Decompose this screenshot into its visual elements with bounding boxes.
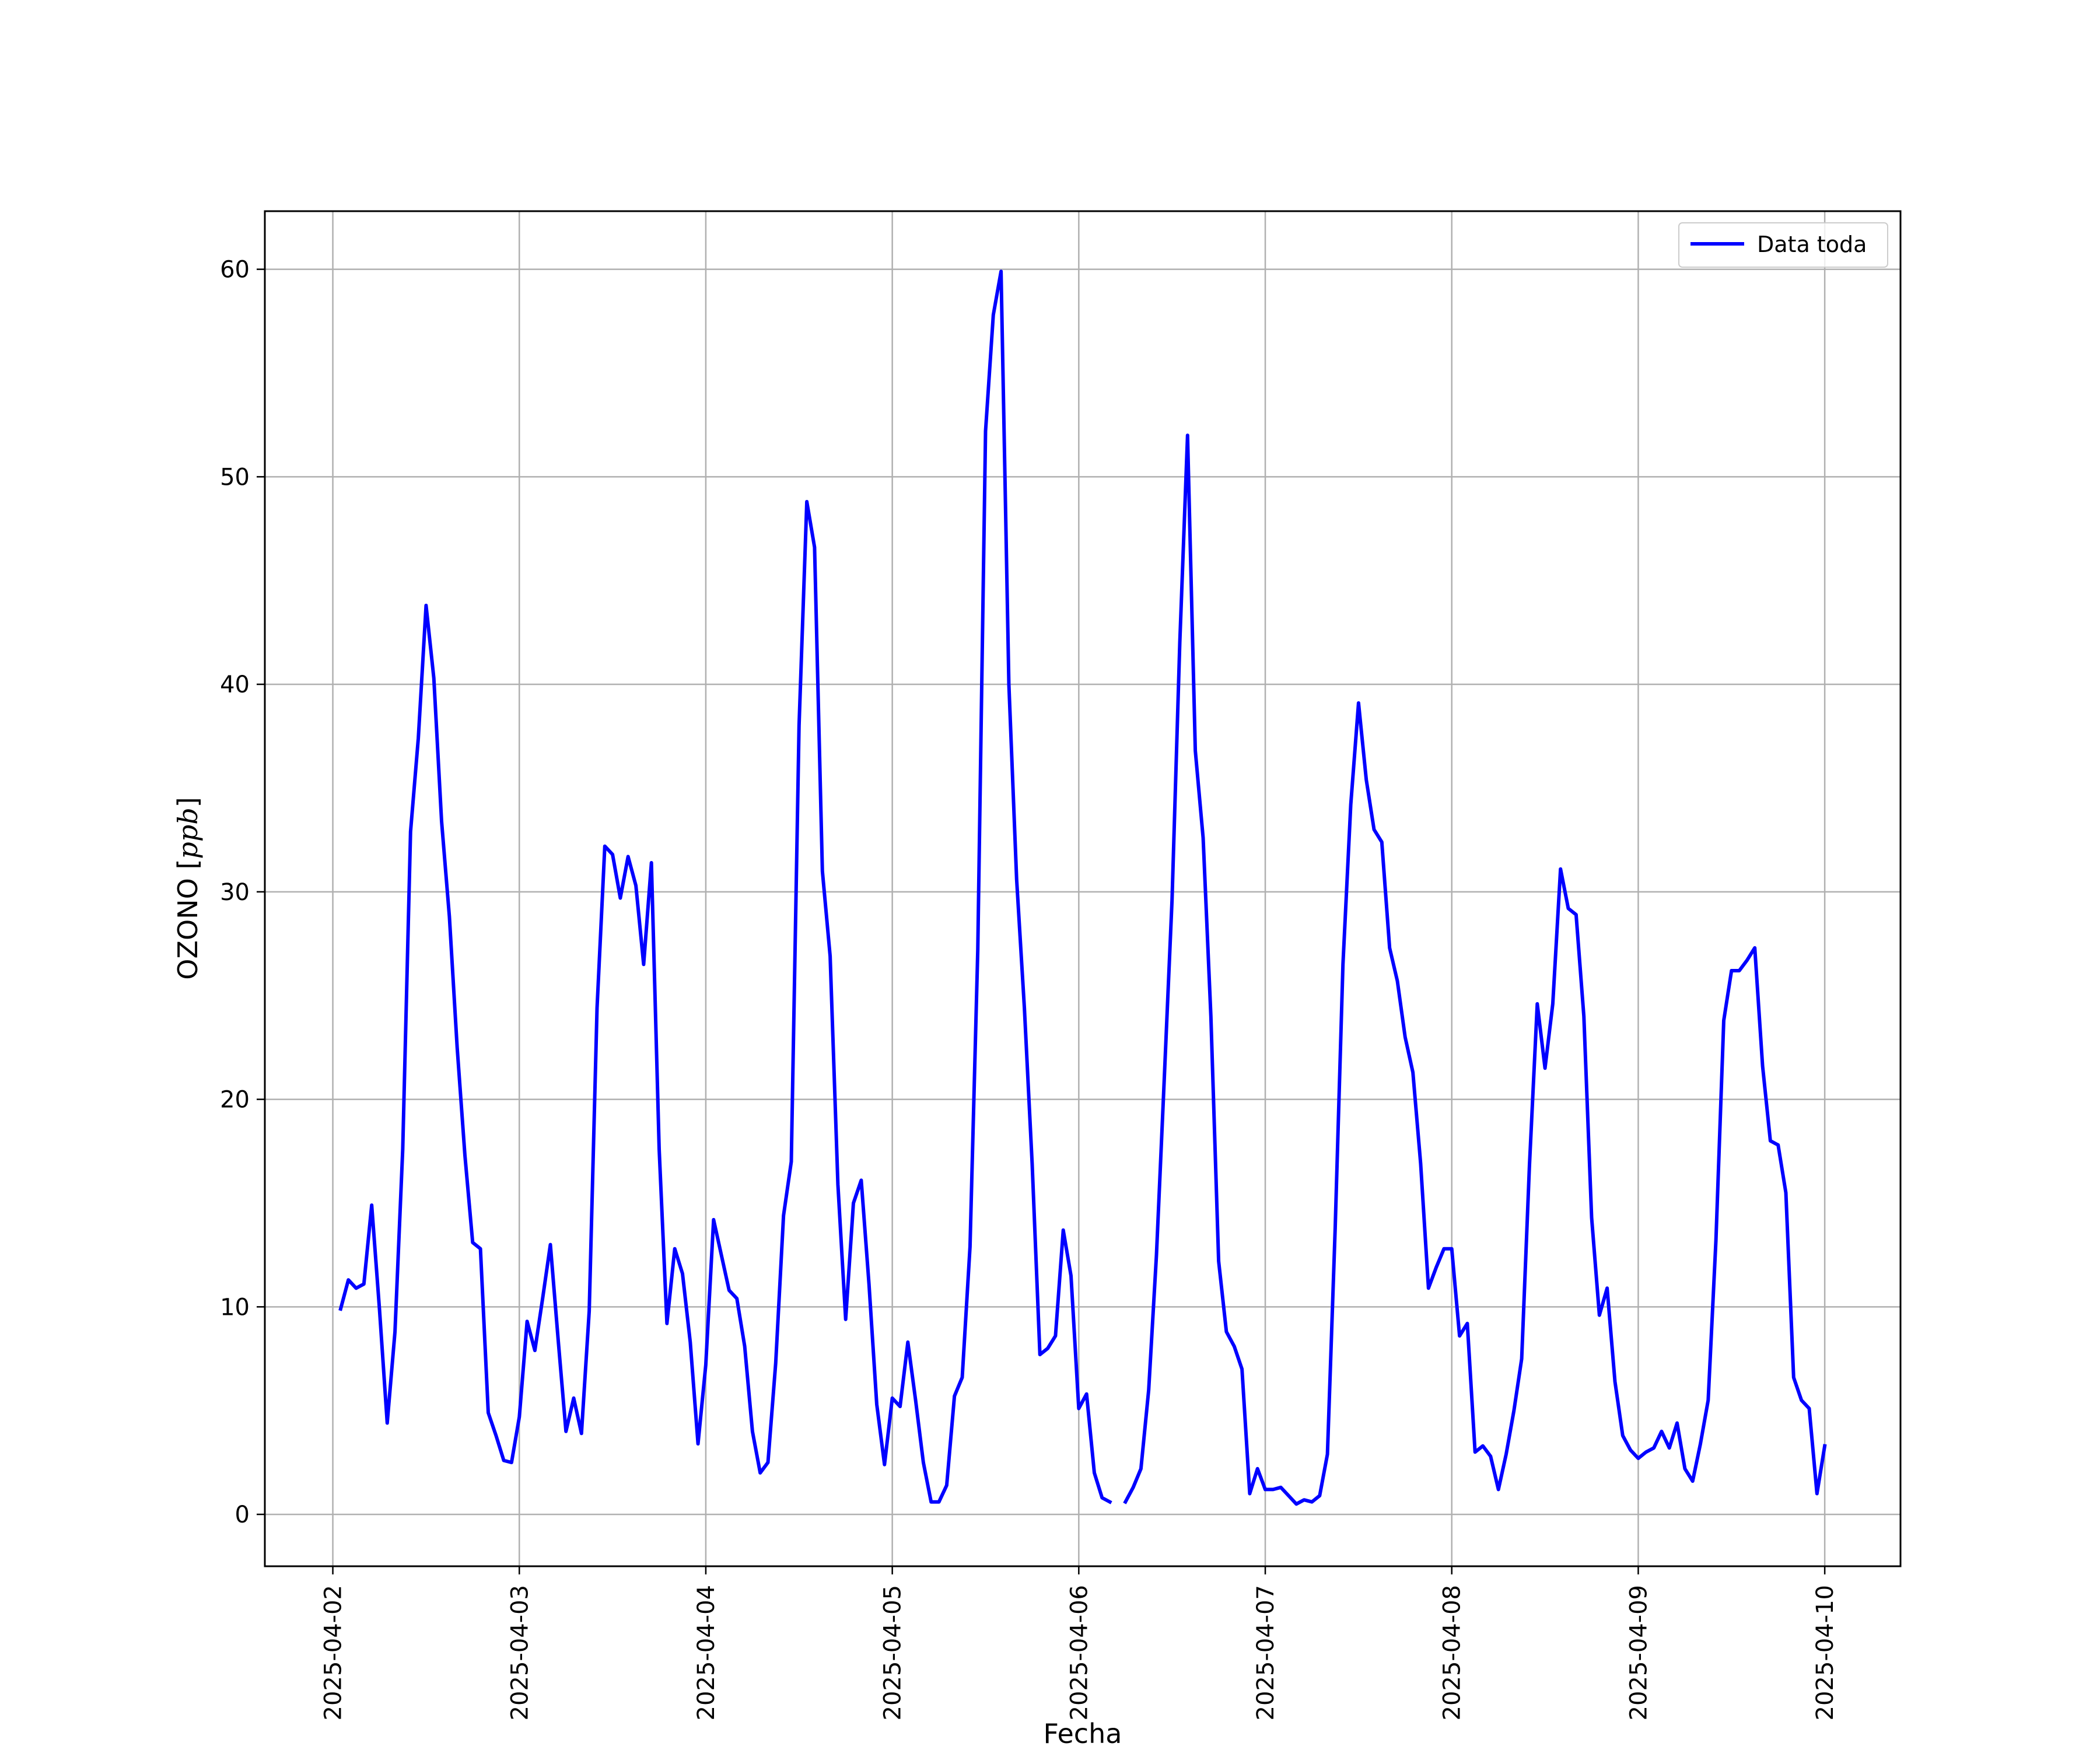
legend-label: Data toda — [1757, 232, 1867, 257]
y-tick-label: 20 — [220, 1087, 250, 1114]
legend-box — [1678, 222, 1888, 268]
y-tick-label: 0 — [235, 1502, 250, 1528]
x-axis-title: Fecha — [1044, 1718, 1122, 1749]
series-line-segment — [1123, 433, 1827, 1506]
series-line-segment — [338, 270, 1112, 1504]
x-axis: 2025-04-02 2025-04-03 2025-04-04 2025-04-05… — [320, 1566, 1839, 1720]
series-layer — [338, 270, 1827, 1506]
x-tick-label: 2025-04-05 — [880, 1585, 907, 1720]
x-tick-label: 2025-04-02 — [320, 1585, 347, 1720]
y-tick-label: 30 — [220, 879, 250, 906]
y-tick-label: 50 — [220, 464, 250, 491]
x-tick-label: 2025-04-04 — [693, 1585, 720, 1720]
legend: Data toda — [1678, 222, 1888, 268]
plot-frame — [264, 210, 1902, 1567]
x-tick-label: 2025-04-09 — [1625, 1585, 1652, 1720]
x-tick-label: 2025-04-06 — [1066, 1585, 1093, 1720]
y-tick-label: 10 — [220, 1294, 250, 1321]
x-tick-label: 2025-04-10 — [1812, 1585, 1839, 1720]
x-tick-label: 2025-04-03 — [506, 1585, 533, 1720]
y-tick-label: 60 — [220, 257, 250, 284]
y-axis: 0 10 20 30 40 50 60 — [220, 257, 265, 1528]
y-axis-title: OZONO [ppb] — [172, 797, 204, 979]
y-tick-label: 40 — [220, 671, 250, 698]
x-tick-label: 2025-04-07 — [1252, 1585, 1279, 1720]
x-tick-label: 2025-04-08 — [1439, 1585, 1466, 1720]
